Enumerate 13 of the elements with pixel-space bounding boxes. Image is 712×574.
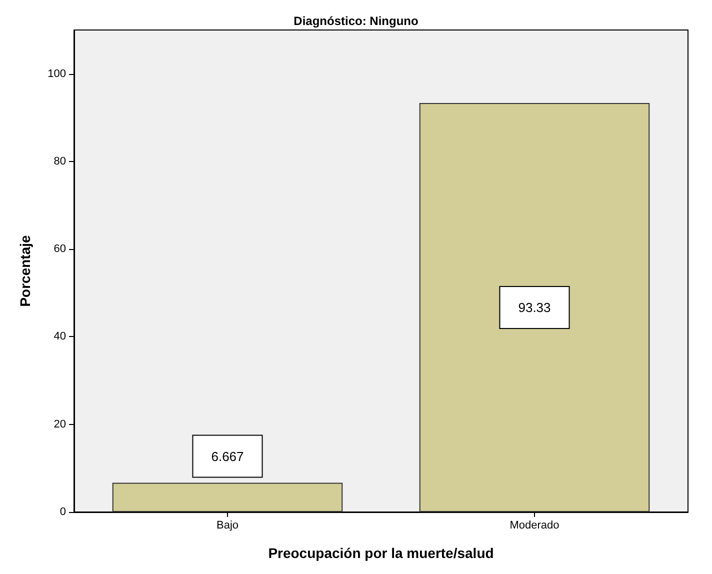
chart-title: Diagnóstico: Ninguno	[294, 14, 418, 28]
y-tick-label: 100	[48, 68, 66, 80]
x-tick-label: Moderado	[510, 520, 560, 532]
data-label: 93.33	[518, 300, 551, 316]
y-tick-label: 0	[60, 506, 66, 518]
x-axis-title: Preocupación por la muerte/salud	[268, 545, 494, 561]
y-tick-label: 40	[54, 330, 66, 343]
x-tick-label: Bajo	[216, 520, 239, 532]
y-tick-label: 20	[54, 418, 66, 430]
data-label: 6.667	[211, 448, 244, 464]
y-tick-label: 60	[54, 243, 66, 256]
y-axis-title: Porcentaje	[17, 234, 33, 307]
y-tick-label: 80	[54, 155, 66, 168]
